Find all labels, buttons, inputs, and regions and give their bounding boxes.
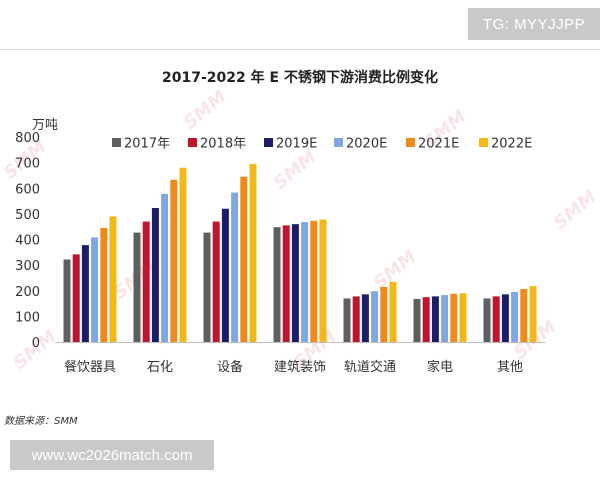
legend-swatch (334, 138, 343, 147)
bar (72, 254, 80, 342)
bar (170, 179, 178, 342)
y-tick-label: 500 (15, 208, 40, 223)
x-tick-label: 其他 (497, 360, 523, 375)
y-tick-label: 400 (15, 234, 40, 249)
bar (282, 225, 290, 342)
bar (310, 220, 318, 342)
y-tick-label: 100 (15, 310, 40, 325)
x-tick-label: 轨道交通 (344, 359, 396, 375)
bar (319, 219, 327, 342)
bar (179, 167, 187, 342)
bar (361, 294, 369, 342)
legend-label: 2022E (491, 137, 532, 152)
y-tick-label: 300 (15, 259, 40, 274)
bar (81, 245, 89, 342)
bar (133, 232, 141, 342)
bar (212, 221, 220, 342)
bar-chart: SMMSMMSMMSMMSMMSMMSMMSMMSMMSMM 2017-2022… (0, 69, 600, 375)
bar (501, 294, 509, 342)
bar (450, 293, 458, 342)
legend-label: 2019E (276, 137, 317, 152)
legend-swatch (406, 138, 415, 147)
y-axis-unit-label: 万吨 (32, 118, 58, 133)
legend-label: 2021E (418, 137, 459, 152)
legend-swatch (188, 138, 197, 147)
y-tick-label: 600 (15, 182, 40, 197)
bar (529, 286, 537, 342)
x-tick-label: 设备 (217, 359, 243, 375)
url-badge: www.wc2026match.com (10, 440, 214, 470)
legend-swatch (112, 138, 121, 147)
bar (352, 296, 360, 342)
bar (380, 286, 388, 342)
watermark-text: SMM (270, 146, 321, 194)
watermark-text: SMM (180, 86, 231, 134)
bar (520, 288, 528, 342)
bar (273, 227, 281, 342)
bar (441, 295, 449, 342)
watermark-layer: SMMSMMSMMSMMSMMSMMSMMSMMSMMSMM (0, 86, 600, 374)
bar (91, 237, 99, 342)
bar (249, 163, 257, 342)
bar (109, 216, 117, 342)
x-axis-ticks: 餐饮器具 石化 设备 建筑装饰 轨道交通 家电 其他 (64, 359, 523, 375)
bar (231, 192, 239, 342)
y-axis-ticks: 0 100 200 300 400 500 600 700 800 (15, 131, 40, 351)
bar (343, 298, 351, 342)
bar (240, 176, 248, 342)
tg-badge: TG: MYYJJPP (468, 8, 600, 40)
bar (483, 298, 491, 342)
legend: 2017年 2018年 2019E 2020E 2021E 2022E (112, 137, 532, 152)
bar (389, 281, 397, 342)
source-note: 数据来源：SMM (4, 416, 78, 427)
bar (291, 224, 299, 343)
bar (459, 293, 467, 342)
x-tick-label: 家电 (427, 359, 453, 375)
x-tick-label: 建筑装饰 (274, 359, 326, 375)
bar (161, 193, 169, 342)
bar (301, 222, 309, 342)
legend-swatch (264, 138, 273, 147)
bars (63, 163, 537, 343)
bar (371, 291, 379, 342)
bar (422, 297, 430, 342)
legend-label: 2017年 (124, 137, 170, 152)
bar (142, 221, 150, 342)
top-divider (0, 49, 600, 50)
bar (413, 298, 421, 342)
bar (511, 292, 519, 342)
legend-swatch (479, 138, 488, 147)
x-tick-label: 石化 (147, 360, 173, 375)
bar (151, 207, 159, 342)
watermark-text: SMM (550, 186, 600, 234)
y-tick-label: 0 (32, 336, 40, 351)
legend-label: 2018年 (200, 137, 246, 152)
chart-title: 2017-2022 年 E 不锈钢下游消费比例变化 (162, 69, 438, 86)
bar (100, 227, 108, 342)
bar (221, 208, 229, 342)
legend-label: 2020E (346, 137, 387, 152)
bar (431, 296, 439, 342)
bar (63, 259, 71, 342)
y-tick-label: 700 (15, 157, 40, 172)
bar (203, 232, 211, 342)
x-tick-label: 餐饮器具 (64, 359, 116, 375)
y-tick-label: 200 (15, 285, 40, 300)
bar (492, 296, 500, 342)
y-tick-label: 800 (15, 131, 40, 146)
